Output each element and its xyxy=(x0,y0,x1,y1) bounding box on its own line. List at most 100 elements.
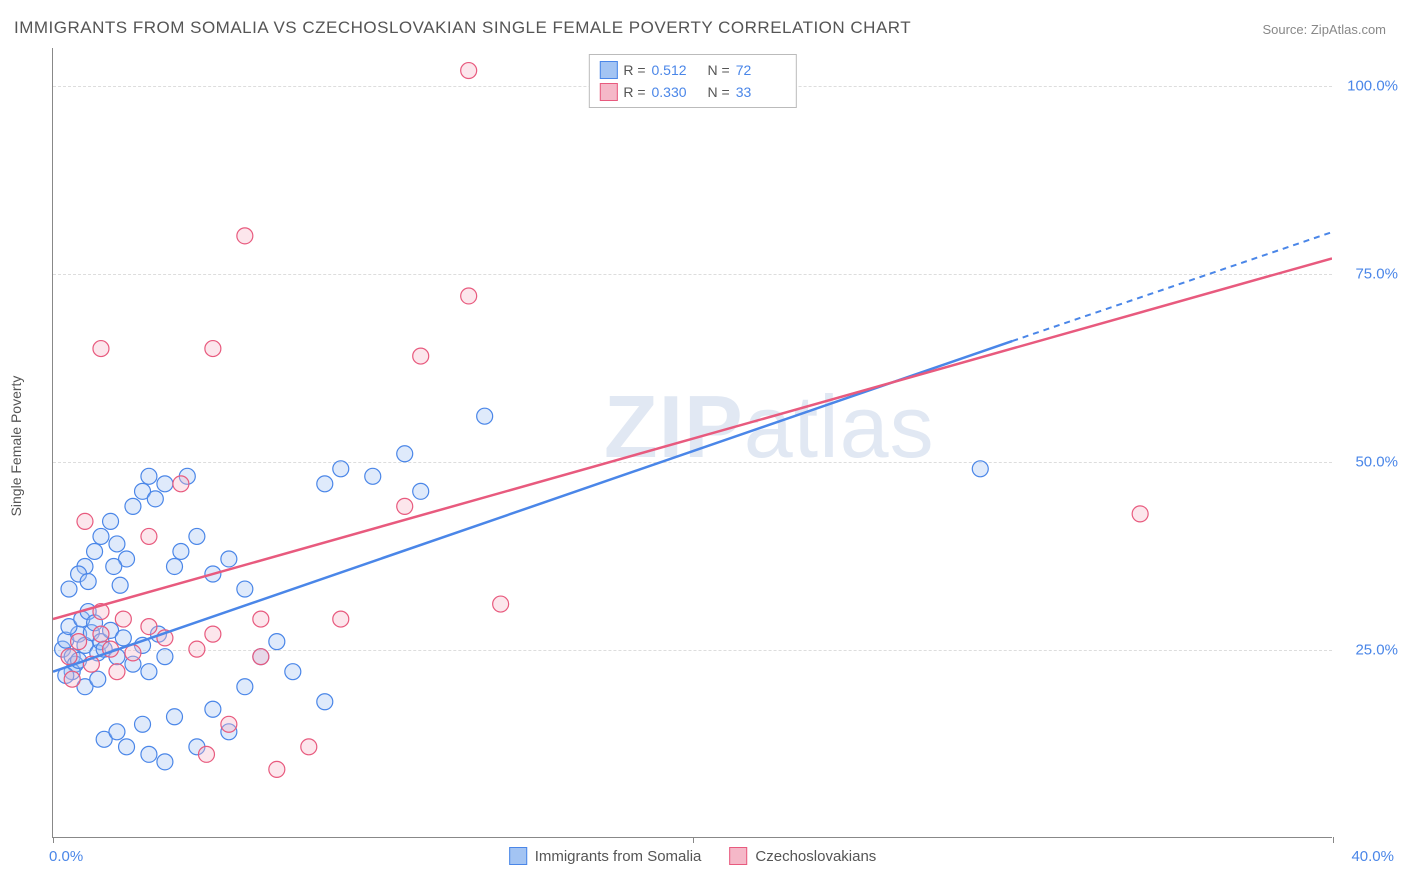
chart-title: IMMIGRANTS FROM SOMALIA VS CZECHOSLOVAKI… xyxy=(14,18,911,38)
source-label: Source: ZipAtlas.com xyxy=(1262,22,1386,37)
scatter-point xyxy=(64,671,80,687)
scatter-point xyxy=(135,716,151,732)
trend-line-extrapolated xyxy=(1012,232,1332,341)
scatter-point xyxy=(333,611,349,627)
scatter-point xyxy=(317,694,333,710)
scatter-point xyxy=(93,528,109,544)
scatter-point xyxy=(333,461,349,477)
trend-line xyxy=(53,258,1332,619)
x-tick-min: 0.0% xyxy=(49,848,83,865)
scatter-point xyxy=(141,619,157,635)
scatter-point xyxy=(167,709,183,725)
n-label: N = xyxy=(708,62,730,78)
r-label: R = xyxy=(623,84,645,100)
legend-item: Immigrants from Somalia xyxy=(509,847,702,865)
scatter-point xyxy=(87,543,103,559)
trend-line xyxy=(53,341,1012,672)
scatter-point xyxy=(189,641,205,657)
scatter-point xyxy=(365,468,381,484)
n-value-2: 33 xyxy=(736,84,786,100)
r-value-2: 0.330 xyxy=(652,84,702,100)
scatter-point xyxy=(157,754,173,770)
scatter-point xyxy=(90,671,106,687)
x-tick-mark xyxy=(693,837,694,843)
scatter-point xyxy=(237,581,253,597)
y-tick-label: 100.0% xyxy=(1347,77,1398,94)
n-value-1: 72 xyxy=(736,62,786,78)
scatter-point xyxy=(237,679,253,695)
scatter-point xyxy=(285,664,301,680)
scatter-point xyxy=(103,513,119,529)
scatter-point xyxy=(141,664,157,680)
scatter-point xyxy=(93,626,109,642)
y-axis-label: Single Female Poverty xyxy=(8,376,24,517)
scatter-point xyxy=(115,611,131,627)
scatter-point xyxy=(205,341,221,357)
legend-label-1: Immigrants from Somalia xyxy=(535,848,702,865)
scatter-point xyxy=(147,491,163,507)
scatter-point xyxy=(112,577,128,593)
scatter-point xyxy=(413,348,429,364)
scatter-point xyxy=(173,543,189,559)
scatter-point xyxy=(269,634,285,650)
legend-item: Czechoslovakians xyxy=(729,847,876,865)
scatter-point xyxy=(109,724,125,740)
scatter-point xyxy=(317,476,333,492)
r-label: R = xyxy=(623,62,645,78)
legend-stats-row: R = 0.512 N = 72 xyxy=(599,59,785,81)
scatter-point xyxy=(141,746,157,762)
scatter-point xyxy=(141,468,157,484)
scatter-point xyxy=(237,228,253,244)
legend-swatch-series-1 xyxy=(599,61,617,79)
scatter-point xyxy=(205,701,221,717)
scatter-point xyxy=(413,483,429,499)
scatter-point xyxy=(205,626,221,642)
scatter-point xyxy=(493,596,509,612)
scatter-point xyxy=(61,581,77,597)
r-value-1: 0.512 xyxy=(652,62,702,78)
scatter-point xyxy=(141,528,157,544)
scatter-point xyxy=(301,739,317,755)
scatter-point xyxy=(198,746,214,762)
x-tick-mark xyxy=(53,837,54,843)
scatter-point xyxy=(461,63,477,79)
scatter-point xyxy=(397,446,413,462)
legend-swatch-series-2 xyxy=(599,83,617,101)
scatter-point xyxy=(397,498,413,514)
scatter-point xyxy=(253,611,269,627)
legend-stats-row: R = 0.330 N = 33 xyxy=(599,81,785,103)
scatter-point xyxy=(157,476,173,492)
scatter-point xyxy=(61,649,77,665)
legend-series: Immigrants from Somalia Czechoslovakians xyxy=(509,847,877,865)
scatter-point xyxy=(93,341,109,357)
scatter-point xyxy=(269,761,285,777)
y-tick-label: 25.0% xyxy=(1355,641,1398,658)
scatter-point xyxy=(119,739,135,755)
legend-label-2: Czechoslovakians xyxy=(755,848,876,865)
scatter-point xyxy=(106,558,122,574)
scatter-point xyxy=(77,513,93,529)
x-tick-max: 40.0% xyxy=(1351,848,1394,865)
scatter-point xyxy=(253,649,269,665)
legend-swatch-series-2 xyxy=(729,847,747,865)
chart-area: ZIPatlas R = 0.512 N = 72 R = 0.330 N = … xyxy=(52,48,1332,838)
scatter-point xyxy=(157,649,173,665)
scatter-point xyxy=(173,476,189,492)
scatter-point xyxy=(167,558,183,574)
scatter-point xyxy=(221,716,237,732)
scatter-point xyxy=(189,528,205,544)
scatter-point xyxy=(477,408,493,424)
scatter-point xyxy=(80,574,96,590)
scatter-point xyxy=(109,664,125,680)
scatter-point xyxy=(1132,506,1148,522)
y-tick-label: 75.0% xyxy=(1355,265,1398,282)
scatter-point xyxy=(221,551,237,567)
scatter-point xyxy=(71,634,87,650)
y-tick-label: 50.0% xyxy=(1355,453,1398,470)
x-tick-mark xyxy=(1333,837,1334,843)
scatter-plot xyxy=(53,48,1332,837)
legend-stats: R = 0.512 N = 72 R = 0.330 N = 33 xyxy=(588,54,796,108)
scatter-point xyxy=(115,630,131,646)
n-label: N = xyxy=(708,84,730,100)
legend-swatch-series-1 xyxy=(509,847,527,865)
